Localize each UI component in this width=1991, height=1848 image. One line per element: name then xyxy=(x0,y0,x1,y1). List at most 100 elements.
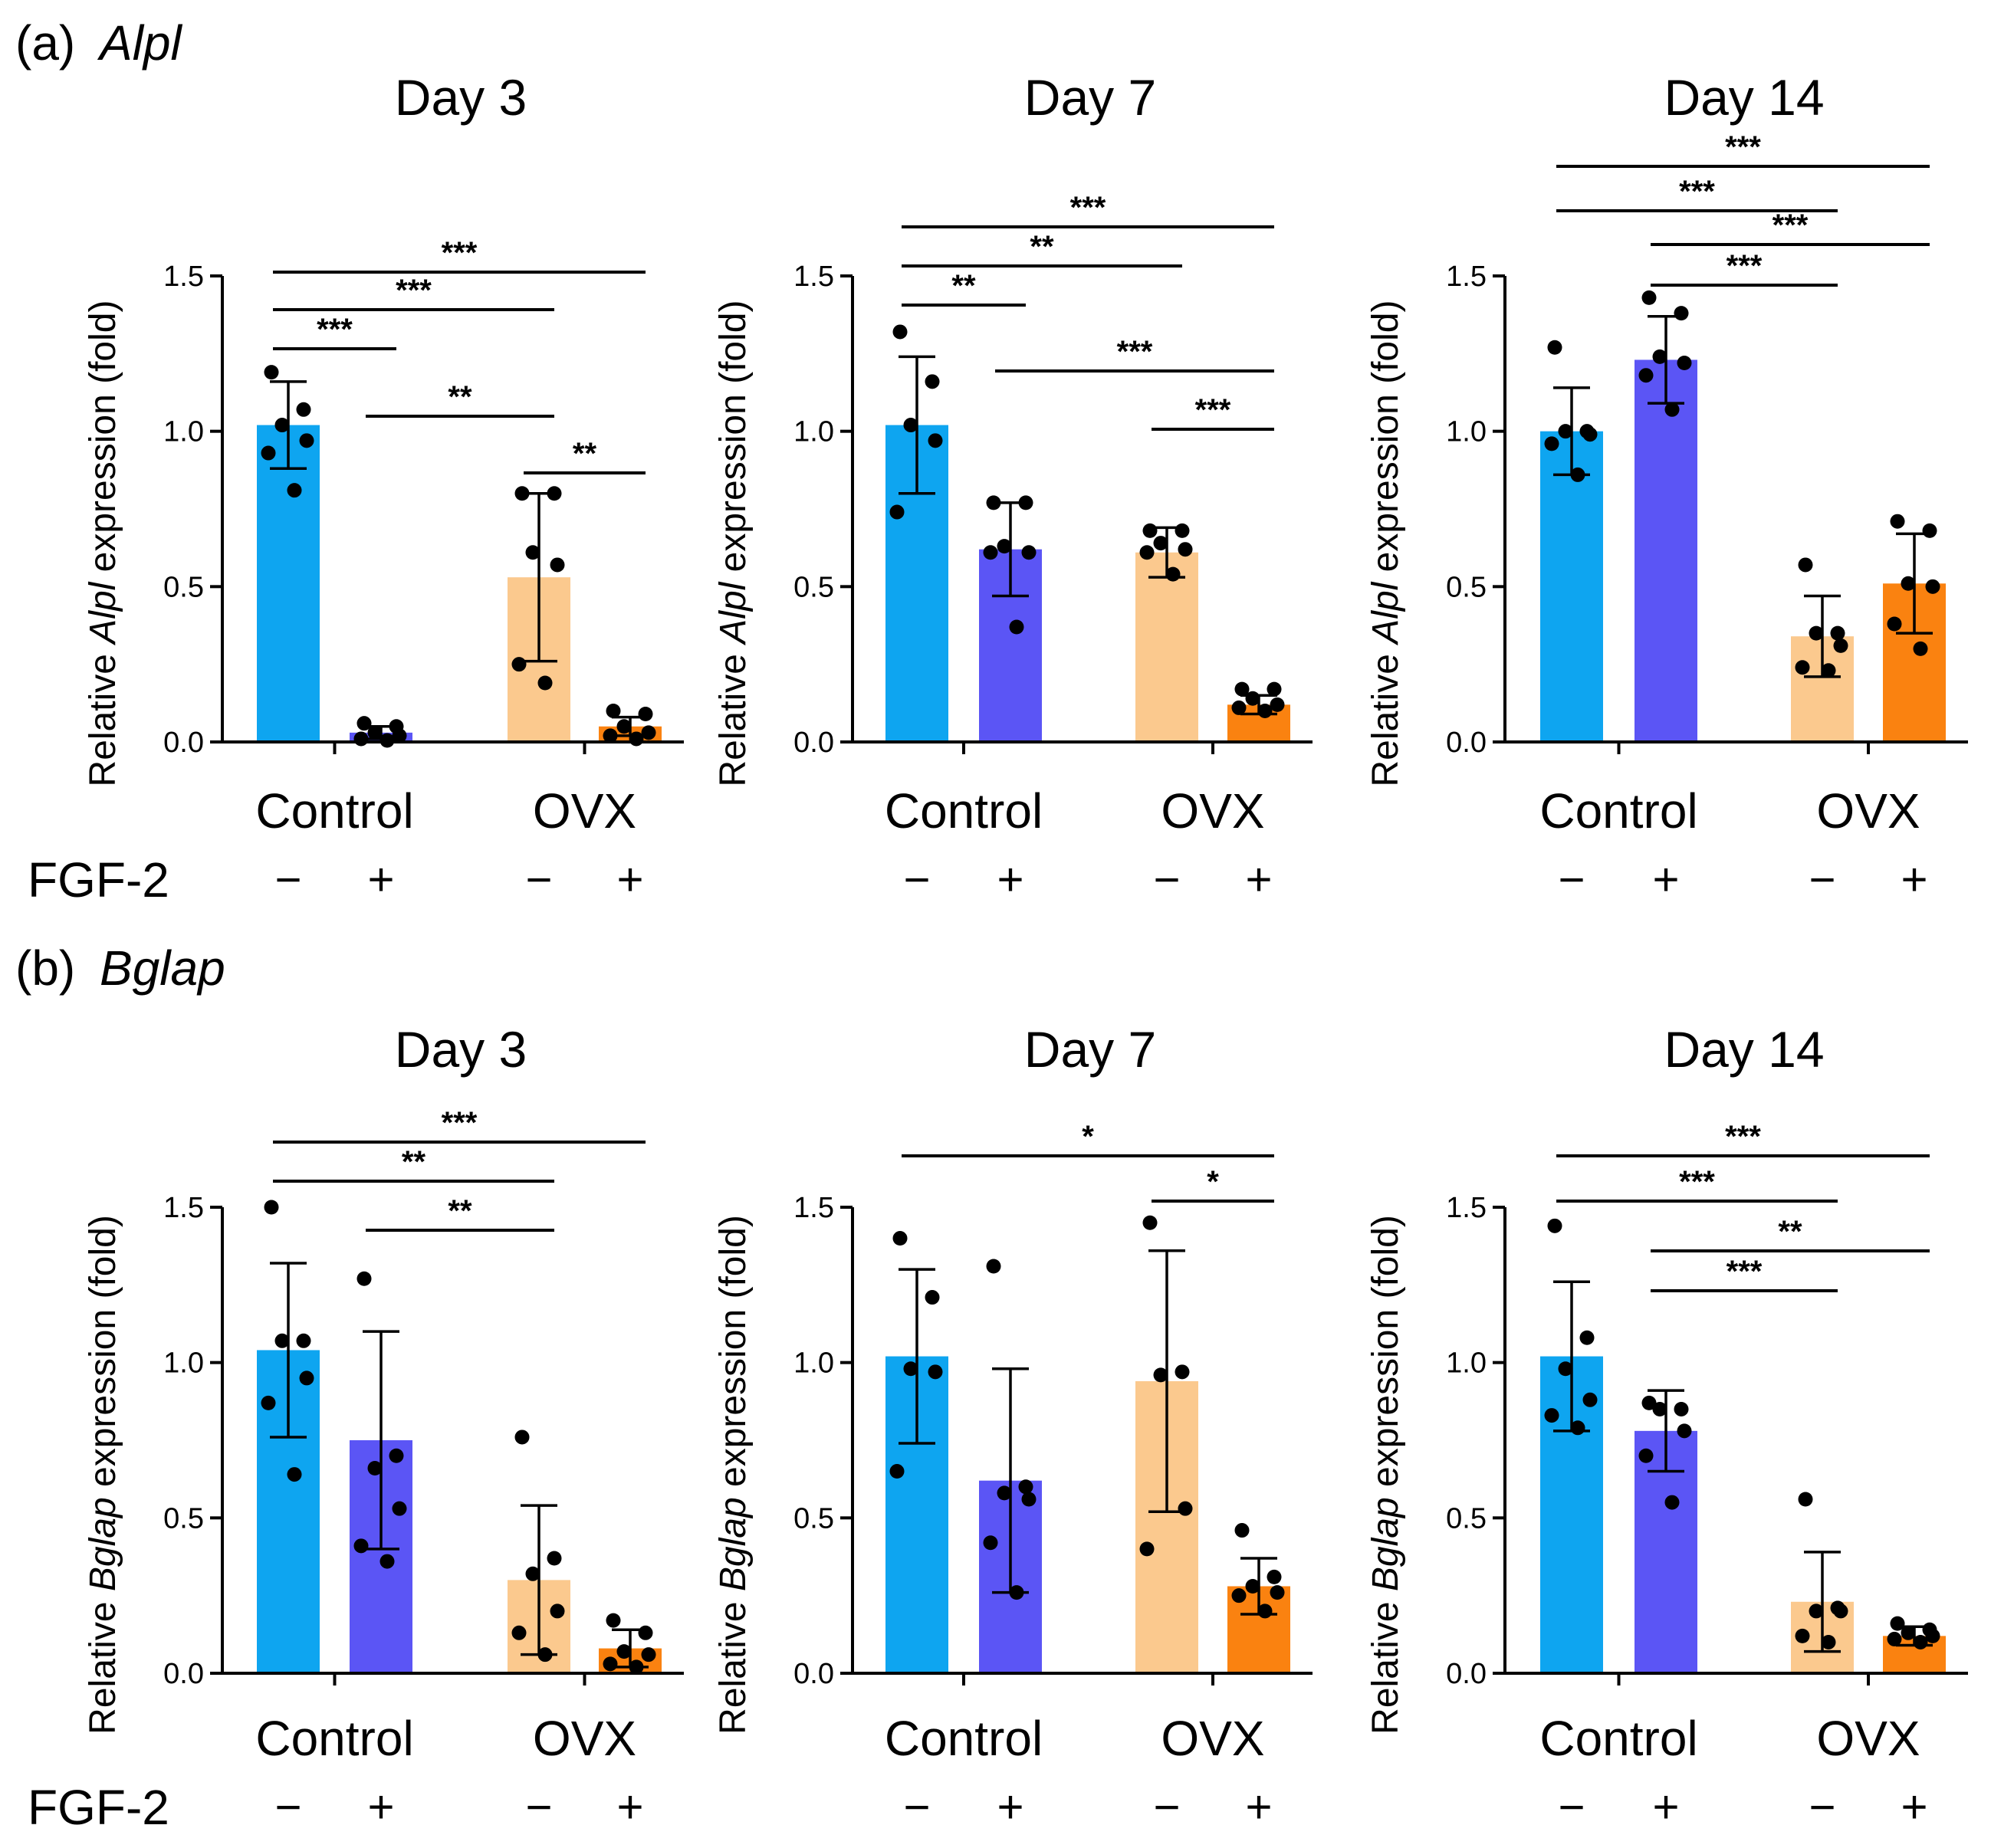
section-b-gene: Bglap xyxy=(100,940,225,996)
y-tick-label: 1.5 xyxy=(1446,261,1487,293)
data-point-bar1-5 xyxy=(889,1464,905,1479)
data-point-bar3-3 xyxy=(1153,536,1168,551)
data-point-bar1-4 xyxy=(1582,1392,1598,1407)
y-tick-label: 0.5 xyxy=(163,571,204,603)
fgf2-sign-2: + xyxy=(367,1781,394,1833)
data-point-bar2-1 xyxy=(986,1259,1001,1274)
data-point-bar3-5 xyxy=(1795,660,1810,675)
data-point-bar2-3 xyxy=(1652,349,1667,364)
y-tick-label: 0.0 xyxy=(1446,727,1487,759)
data-point-bar3-2 xyxy=(1175,1364,1190,1380)
fgf2-sign-4: + xyxy=(616,1781,643,1833)
data-point-bar4-6 xyxy=(1257,703,1273,718)
y-tick-label: 0.0 xyxy=(793,1658,834,1690)
data-point-bar1-1 xyxy=(892,1231,908,1246)
data-point-bar3-5 xyxy=(511,1625,527,1640)
data-point-bar1-3 xyxy=(903,1361,918,1377)
data-point-bar1-4 xyxy=(928,433,943,448)
y-tick-label: 0.5 xyxy=(163,1502,204,1535)
data-point-bar1-5 xyxy=(261,445,276,461)
data-point-bar4-2 xyxy=(638,707,653,722)
fgf2-sign-3: − xyxy=(1153,1781,1180,1833)
data-point-bar3-4 xyxy=(550,557,565,573)
y-tick-label: 1.5 xyxy=(793,1192,834,1224)
data-point-bar3-2 xyxy=(1175,523,1190,538)
fgf2-sign-3: − xyxy=(525,854,552,905)
data-point-bar1-2 xyxy=(1579,1330,1595,1345)
data-point-bar1-6 xyxy=(287,1467,302,1482)
y-tick-label: 0.0 xyxy=(793,727,834,759)
data-point-bar1-3 xyxy=(1558,1361,1573,1377)
y-tick-label: 1.5 xyxy=(163,261,204,293)
data-point-bar2-2 xyxy=(1674,306,1689,321)
significance-stars: ** xyxy=(1778,1215,1802,1249)
data-point-bar2-6 xyxy=(1664,1495,1680,1510)
data-point-bar3-6 xyxy=(537,1647,553,1663)
fgf2-row-label-a: FGF-2 xyxy=(28,852,169,908)
data-point-bar3-4 xyxy=(1178,1501,1193,1516)
data-point-bar4-1 xyxy=(1234,681,1250,697)
data-point-bar4-4 xyxy=(1925,579,1940,594)
data-point-bar3-1 xyxy=(1798,557,1813,573)
data-point-bar2-6 xyxy=(1009,1585,1024,1600)
data-point-bar4-2 xyxy=(638,1625,653,1640)
data-point-bar2-3 xyxy=(997,1485,1012,1501)
data-point-bar2-6 xyxy=(1664,402,1680,417)
fgf2-row-label-b: FGF-2 xyxy=(28,1780,169,1835)
data-point-bar2-4 xyxy=(1677,1423,1692,1439)
fgf2-sign-2: + xyxy=(1652,1781,1679,1833)
data-point-bar4-4 xyxy=(641,1647,656,1663)
x-group-label: Control xyxy=(1539,783,1697,839)
significance-stars: ** xyxy=(1030,230,1054,264)
y-axis-title-prefix: Relative xyxy=(83,1591,123,1735)
x-group-label: Control xyxy=(1539,1711,1697,1766)
significance-stars: *** xyxy=(1773,208,1809,242)
data-point-bar3-5 xyxy=(1139,545,1155,560)
data-point-bar4-5 xyxy=(1887,1631,1902,1646)
fgf2-sign-2: + xyxy=(997,1781,1023,1833)
fgf2-sign-4: + xyxy=(1901,854,1927,905)
data-point-bar4-6 xyxy=(1913,641,1928,656)
data-point-bar3-1 xyxy=(514,1429,530,1445)
y-tick-label: 1.0 xyxy=(793,416,834,448)
fgf2-sign-4: + xyxy=(1245,1781,1272,1833)
data-point-bar4-1 xyxy=(606,1613,621,1628)
data-point-bar3-5 xyxy=(1795,1628,1810,1643)
y-axis-title-gene: Bglap xyxy=(713,1497,754,1591)
data-point-bar2-5 xyxy=(1638,1448,1654,1463)
fgf2-sign-3: − xyxy=(1809,1781,1835,1833)
significance-stars: *** xyxy=(442,1106,478,1140)
fgf2-sign-3: − xyxy=(1153,854,1180,905)
y-axis-title-prefix: Relative xyxy=(1365,644,1406,787)
data-point-bar4-5 xyxy=(603,728,618,743)
fgf2-sign-3: − xyxy=(525,1781,552,1833)
data-point-bar2-1 xyxy=(1641,290,1657,305)
y-axis-title-gene: Alpl xyxy=(1365,581,1406,645)
data-point-bar2-2 xyxy=(1018,495,1033,510)
data-point-bar2-4 xyxy=(1677,355,1692,370)
y-axis-title-prefix: Relative xyxy=(83,644,123,787)
data-point-bar1-1 xyxy=(264,1200,279,1215)
y-tick-label: 1.0 xyxy=(163,416,204,448)
data-point-bar3-3 xyxy=(525,545,540,560)
data-point-bar4-4 xyxy=(1270,697,1285,712)
svg-text:(b) Bglap: (b) Bglap xyxy=(15,940,225,996)
data-point-bar1-6 xyxy=(287,483,302,498)
data-point-bar3-3 xyxy=(525,1566,540,1581)
y-axis-title: Relative Bglap expression (fold) xyxy=(713,1215,754,1735)
data-point-bar1-6 xyxy=(1570,467,1585,482)
significance-stars: * xyxy=(1082,1120,1094,1154)
data-point-bar4-5 xyxy=(603,1656,618,1672)
data-point-bar3-5 xyxy=(511,657,527,672)
y-axis-title: Relative Alpl expression (fold) xyxy=(713,300,754,787)
y-tick-label: 1.0 xyxy=(1446,416,1487,448)
data-point-bar2-2 xyxy=(389,1448,404,1463)
significance-stars: *** xyxy=(1727,1255,1763,1288)
data-point-bar4-1 xyxy=(1234,1523,1250,1538)
data-point-bar1-1 xyxy=(1547,1218,1562,1233)
section-a-letter: (a) xyxy=(15,15,75,71)
significance-stars: *** xyxy=(1727,249,1763,283)
data-point-bar2-5 xyxy=(983,1535,998,1551)
data-point-bar4-4 xyxy=(1925,1628,1940,1643)
